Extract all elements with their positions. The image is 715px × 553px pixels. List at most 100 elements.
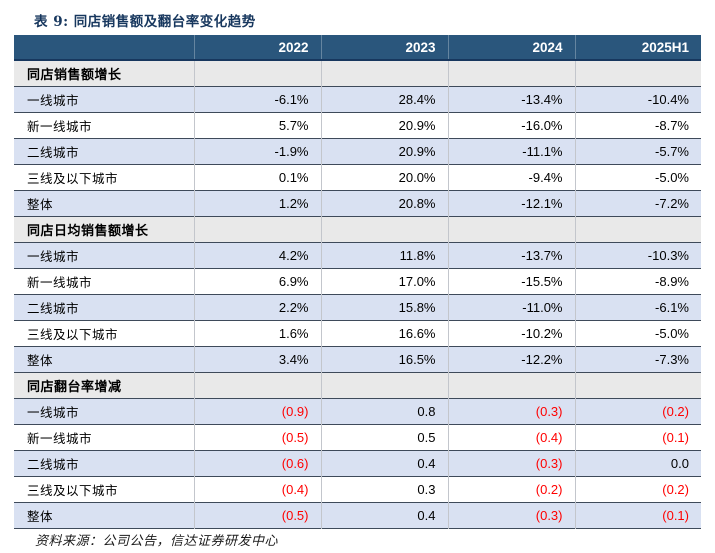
cell-value: -5.0% [574,320,701,346]
section-spacer-cell [574,372,701,398]
cell-value: (0.2) [447,476,575,502]
table-row: 二线城市 -1.9% 20.9% -11.1% -5.7% [14,138,701,164]
table-row: 三线及以下城市 0.1% 20.0% -9.4% -5.0% [14,164,701,190]
section-spacer-cell [574,216,701,242]
table-row: 整体 3.4% 16.5% -12.2% -7.3% [14,346,701,372]
cell-value: -13.4% [447,86,575,112]
cell-value: 16.6% [320,320,448,346]
column-header-2023: 2023 [320,35,448,60]
cell-value: -6.1% [574,294,701,320]
section-spacer-cell [574,60,701,86]
cell-value: -5.0% [574,164,701,190]
section-header-row: 同店翻台率增减 [14,372,701,398]
cell-value: 1.6% [193,320,321,346]
row-label: 整体 [27,508,54,524]
cell-value: -1.9% [193,138,321,164]
table-row: 二线城市 (0.6) 0.4 (0.3) 0.0 [14,450,701,476]
cell-value: -10.2% [447,320,575,346]
cell-value: -10.3% [574,242,701,268]
row-label: 三线及以下城市 [27,482,119,498]
cell-value: -9.4% [447,164,575,190]
row-label: 新一线城市 [27,118,93,134]
section-spacer-cell [447,216,575,242]
section-spacer-cell [320,216,448,242]
cell-value: (0.3) [447,502,575,528]
column-header-2022: 2022 [193,35,321,60]
cell-value: 0.8 [320,398,448,424]
table-row: 三线及以下城市 (0.4) 0.3 (0.2) (0.2) [14,476,701,502]
cell-value: 20.9% [320,138,448,164]
row-label: 三线及以下城市 [27,170,119,186]
source-note: 资料来源：公司公告，信达证券研发中心 [35,534,279,549]
table-row: 整体 (0.5) 0.4 (0.3) (0.1) [14,502,701,528]
cell-value: 5.7% [193,112,321,138]
section-spacer-cell [320,60,448,86]
column-header-label [14,35,194,60]
cell-value: (0.4) [193,476,321,502]
row-label: 一线城市 [27,404,80,420]
row-label: 整体 [27,196,54,212]
cell-value: (0.1) [574,502,701,528]
section-title: 同店销售额增长 [27,67,122,83]
column-header-2024: 2024 [447,35,575,60]
cell-value: 6.9% [193,268,321,294]
section-title: 同店翻台率增减 [27,379,122,395]
row-label: 一线城市 [27,248,80,264]
row-label: 整体 [27,352,54,368]
cell-value: (0.4) [447,424,575,450]
section-spacer-cell [320,372,448,398]
cell-value: 4.2% [193,242,321,268]
section-spacer-cell [193,216,321,242]
cell-value: -8.7% [574,112,701,138]
section-spacer-cell [193,372,321,398]
row-label: 新一线城市 [27,274,93,290]
table-row: 新一线城市 6.9% 17.0% -15.5% -8.9% [14,268,701,294]
table-header-row: 2022 2023 2024 2025H1 [14,35,701,60]
cell-value: 1.2% [193,190,321,216]
cell-value: 20.0% [320,164,448,190]
table-row: 一线城市 (0.9) 0.8 (0.3) (0.2) [14,398,701,424]
cell-value: 0.5 [320,424,448,450]
table-body: 同店销售额增长 一线城市 -6.1% 28.4% -13.4% -10.4% 新一线城市 5.… [14,60,701,528]
section-spacer-cell [193,60,321,86]
cell-value: (0.6) [193,450,321,476]
cell-value: -11.1% [447,138,575,164]
cell-value: -6.1% [193,86,321,112]
cell-value: -16.0% [447,112,575,138]
cell-value: (0.1) [574,424,701,450]
cell-value: -12.1% [447,190,575,216]
table-row: 一线城市 4.2% 11.8% -13.7% -10.3% [14,242,701,268]
cell-value: (0.3) [447,450,575,476]
table-header: 2022 2023 2024 2025H1 [14,35,701,60]
cell-value: 3.4% [193,346,321,372]
row-label: 二线城市 [27,456,80,472]
cell-value: -7.3% [574,346,701,372]
cell-value: -5.7% [574,138,701,164]
cell-value: -7.2% [574,190,701,216]
section-header-row: 同店销售额增长 [14,60,701,86]
row-label: 新一线城市 [27,430,93,446]
cell-value: -10.4% [574,86,701,112]
table-row: 一线城市 -6.1% 28.4% -13.4% -10.4% [14,86,701,112]
table-row: 三线及以下城市 1.6% 16.6% -10.2% -5.0% [14,320,701,346]
row-label: 一线城市 [27,92,80,108]
cell-value: 0.4 [320,502,448,528]
cell-value: 15.8% [320,294,448,320]
cell-value: 17.0% [320,268,448,294]
cell-value: 0.0 [574,450,701,476]
cell-value: (0.2) [574,398,701,424]
row-label: 二线城市 [27,300,80,316]
cell-value: 11.8% [320,242,448,268]
cell-value: 0.1% [193,164,321,190]
section-spacer-cell [447,60,575,86]
section-header-row: 同店日均销售额增长 [14,216,701,242]
cell-value: -12.2% [447,346,575,372]
cell-value: -13.7% [447,242,575,268]
table-row: 新一线城市 (0.5) 0.5 (0.4) (0.1) [14,424,701,450]
cell-value: -8.9% [574,268,701,294]
cell-value: 16.5% [320,346,448,372]
cell-value: (0.9) [193,398,321,424]
cell-value: (0.2) [574,476,701,502]
cell-value: 2.2% [193,294,321,320]
cell-value: (0.5) [193,424,321,450]
